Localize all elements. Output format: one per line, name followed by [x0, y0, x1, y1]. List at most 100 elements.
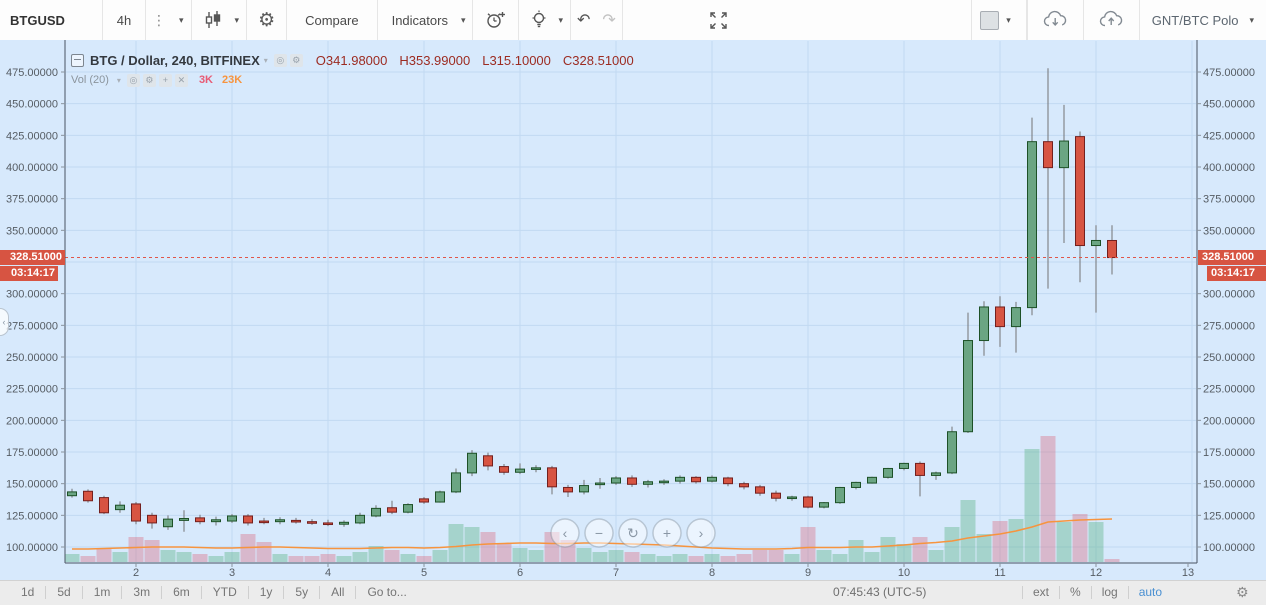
chevron-left-icon: ‹	[3, 317, 6, 327]
svg-text:‹: ‹	[563, 525, 568, 541]
range-1d[interactable]: 1d	[10, 586, 46, 599]
range-1m[interactable]: 1m	[83, 586, 123, 599]
volume-visibility-icon[interactable]: ◎	[127, 74, 140, 87]
chart-type-dropdown-button[interactable]: ▾	[228, 0, 248, 40]
chevron-down-icon: ▾	[235, 15, 240, 26]
series-visibility-icon[interactable]: ◎	[274, 54, 287, 67]
volume-bar	[929, 550, 944, 562]
svg-text:8: 8	[709, 567, 715, 579]
volume-bar	[1041, 436, 1056, 562]
volume-bar	[97, 548, 112, 562]
cloud-upload-icon	[1098, 10, 1125, 30]
range-1y[interactable]: 1y	[249, 586, 285, 599]
volume-bar	[833, 554, 848, 562]
candle	[532, 468, 541, 470]
candle	[468, 453, 477, 473]
fullscreen-button[interactable]	[701, 0, 736, 40]
svg-text:225.00000: 225.00000	[6, 384, 58, 396]
layout-dropdown-button[interactable]: ▾	[1242, 0, 1266, 40]
candle	[436, 492, 445, 502]
compare-button[interactable]: Compare	[287, 0, 377, 40]
auto-scale-toggle[interactable]: auto	[1129, 586, 1172, 599]
ext-hours-toggle[interactable]: ext	[1022, 586, 1060, 599]
undo-button[interactable]: ↶	[571, 0, 596, 40]
price-chart[interactable]: 475.00000475.00000450.00000450.00000425.…	[0, 40, 1266, 580]
nav-zoom-in-button[interactable]: +	[653, 519, 681, 547]
volume-bar	[321, 554, 336, 562]
save-layout-button[interactable]	[1084, 0, 1140, 40]
volume-bar	[753, 550, 768, 562]
chart-properties-button[interactable]: ⚙	[247, 0, 287, 40]
volume-bar	[769, 550, 784, 562]
range-5y[interactable]: 5y	[284, 586, 320, 599]
volume-bar	[529, 550, 544, 562]
svg-text:375.00000: 375.00000	[1203, 194, 1255, 206]
volume-bar	[881, 537, 896, 562]
series-title[interactable]: BTG / Dollar, 240, BITFINEX	[90, 53, 260, 68]
indicators-dropdown-button[interactable]: ▾	[454, 0, 474, 40]
svg-text:175.00000: 175.00000	[1203, 447, 1255, 459]
nav-pan-right-button[interactable]: ›	[687, 519, 715, 547]
chart-type-button[interactable]	[192, 0, 228, 40]
candle	[244, 516, 253, 523]
svg-text:275.00000: 275.00000	[6, 320, 58, 332]
goto-date-button[interactable]: Go to...	[356, 586, 417, 599]
nav-zoom-out-button[interactable]: −	[585, 519, 613, 547]
range-3m[interactable]: 3m	[122, 586, 162, 599]
indicators-button[interactable]: Indicators	[378, 0, 454, 40]
interval-dropdown-button[interactable]: ▾	[172, 0, 192, 40]
range-6m[interactable]: 6m	[162, 586, 202, 599]
chevron-down-icon: ▾	[1249, 15, 1254, 26]
svg-text:125.00000: 125.00000	[6, 510, 58, 522]
range-all[interactable]: All	[320, 586, 356, 599]
volume-bar	[1009, 519, 1024, 562]
volume-bar	[1057, 522, 1072, 562]
volume-add-icon[interactable]: +	[159, 74, 172, 87]
svg-text:11: 11	[994, 567, 1005, 579]
redo-button[interactable]: ↷	[596, 0, 622, 40]
volume-bar	[641, 554, 656, 562]
candle	[964, 341, 973, 432]
range-5d[interactable]: 5d	[46, 586, 82, 599]
log-scale-toggle[interactable]: log	[1092, 586, 1129, 599]
range-ytd[interactable]: YTD	[202, 586, 249, 599]
ideas-dropdown-button[interactable]: ▾	[551, 0, 571, 40]
chart-background[interactable]	[0, 40, 1266, 580]
svg-text:10: 10	[898, 567, 910, 579]
redo-icon: ↷	[602, 10, 615, 30]
volume-bar	[161, 550, 176, 562]
volume-settings-icon[interactable]: ⚙	[143, 74, 156, 87]
candle	[548, 468, 557, 487]
volume-bar	[977, 534, 992, 562]
symbol-search-button[interactable]: BTGUSD	[0, 0, 103, 40]
nav-pan-left-button[interactable]: ‹	[551, 519, 579, 547]
volume-bar	[417, 556, 432, 562]
bottom-gear-icon[interactable]: ⚙	[1236, 584, 1249, 601]
background-color-button[interactable]: ▾	[971, 0, 1027, 40]
add-alert-button[interactable]	[473, 0, 519, 40]
svg-text:2: 2	[133, 567, 139, 579]
volume-bar	[657, 556, 672, 562]
percent-scale-toggle[interactable]: %	[1060, 586, 1092, 599]
volume-bar	[273, 554, 288, 562]
indicators-label: Indicators	[392, 13, 448, 28]
layout-symbol-button[interactable]: GNT/BTC Polo	[1140, 0, 1243, 40]
candle	[340, 522, 349, 524]
series-settings-icon[interactable]: ⚙	[290, 54, 303, 67]
candle	[740, 484, 749, 487]
volume-remove-icon[interactable]: ✕	[175, 74, 188, 87]
interval-more-button[interactable]: ⋮	[146, 0, 172, 40]
legend-collapse-button[interactable]	[71, 54, 84, 67]
volume-bar	[433, 550, 448, 562]
interval-button[interactable]: 4h	[103, 0, 146, 40]
volume-bar	[1025, 449, 1040, 562]
load-layout-button[interactable]	[1027, 0, 1084, 40]
candle	[1028, 142, 1037, 308]
volume-study-label[interactable]: Vol (20)	[71, 74, 109, 86]
ideas-button[interactable]	[519, 0, 551, 40]
candle	[180, 519, 189, 521]
nav-reset-button[interactable]: ↻	[619, 519, 647, 547]
candle	[1060, 141, 1069, 168]
candle	[932, 473, 941, 476]
gear-icon: ⚙	[258, 9, 275, 32]
